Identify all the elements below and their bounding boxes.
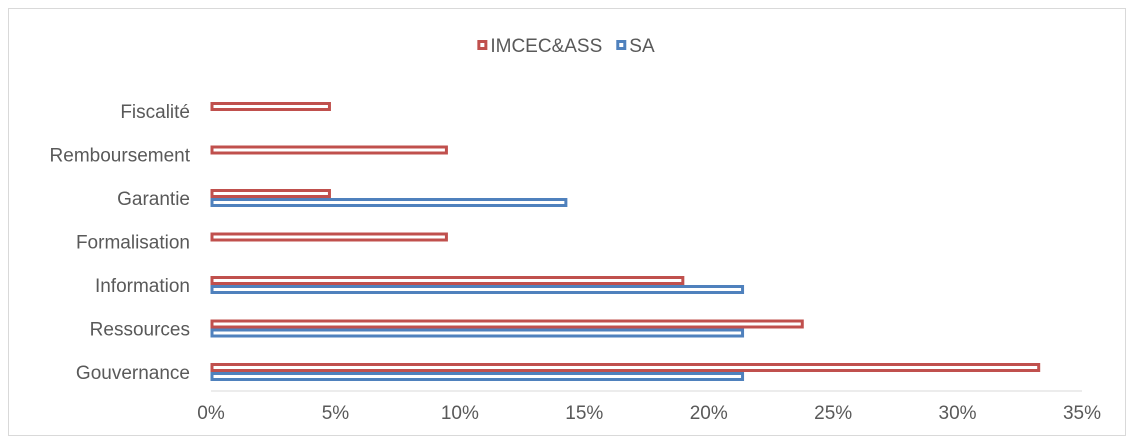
x-tick-label: 30% <box>939 403 977 424</box>
category-labels: Gouvernance Ressources Information Formalis… <box>50 102 191 384</box>
bar-sa-ressources <box>210 328 745 338</box>
bar-sa-information <box>210 285 745 294</box>
category-label-garantie: Garantie <box>117 189 190 210</box>
bar-imcec-ass-ressources <box>210 319 804 329</box>
category-label-ressources: Ressources <box>90 320 190 341</box>
bar-imcec-ass-garantie <box>210 189 331 198</box>
category-label-remboursement: Remboursement <box>50 146 191 167</box>
bar-imcec-ass-information <box>210 276 685 285</box>
bar-imcec-ass-remboursement <box>210 145 448 155</box>
legend-swatch-sa <box>616 40 627 50</box>
category-label-formalisation: Formalisation <box>76 233 190 254</box>
bar-sa-gouvernance <box>210 372 745 381</box>
x-tick-label: 15% <box>565 403 603 424</box>
legend-label-sa: SA <box>629 36 655 57</box>
x-tick-label: 20% <box>690 403 728 424</box>
category-label-information: Information <box>95 276 190 297</box>
legend-label-imcec-ass: IMCEC&ASS <box>490 36 602 57</box>
x-tick-label: 35% <box>1063 403 1101 424</box>
category-label-gouvernance: Gouvernance <box>76 363 190 384</box>
bar-imcec-ass-gouvernance <box>210 363 1041 372</box>
x-tick-label: 0% <box>197 403 225 424</box>
category-label-fiscalite: Fiscalité <box>120 102 190 123</box>
bar-sa-garantie <box>210 198 568 207</box>
bar-imcec-ass-fiscalite <box>210 102 331 111</box>
bar-imcec-ass-formalisation <box>210 232 448 242</box>
legend-swatch-imcec-ass <box>477 40 488 50</box>
x-tick-label: 10% <box>441 403 479 424</box>
x-tick-label: 25% <box>814 403 852 424</box>
x-tick-label: 5% <box>322 403 350 424</box>
bars <box>210 102 1041 381</box>
legend: IMCEC&ASS SA <box>477 36 655 57</box>
x-tick-labels: 0% 5% 10% 15% 20% 25% 30% 35% <box>197 403 1101 424</box>
